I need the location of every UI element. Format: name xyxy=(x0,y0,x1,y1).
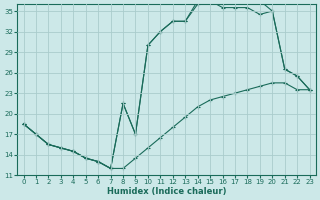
X-axis label: Humidex (Indice chaleur): Humidex (Indice chaleur) xyxy=(107,187,226,196)
